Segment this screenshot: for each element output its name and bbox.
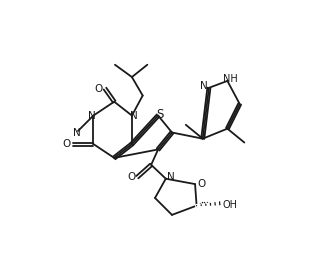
Text: O: O bbox=[197, 179, 205, 189]
Text: N: N bbox=[129, 110, 137, 121]
Text: O: O bbox=[127, 172, 135, 182]
Text: N: N bbox=[166, 172, 174, 182]
Text: N: N bbox=[72, 127, 80, 137]
Text: NH: NH bbox=[223, 74, 238, 84]
Text: OH: OH bbox=[223, 200, 238, 210]
Text: N: N bbox=[88, 110, 96, 121]
Text: N: N bbox=[200, 81, 208, 91]
Text: S: S bbox=[157, 107, 164, 120]
Text: O: O bbox=[94, 84, 102, 94]
Text: O: O bbox=[62, 139, 71, 149]
